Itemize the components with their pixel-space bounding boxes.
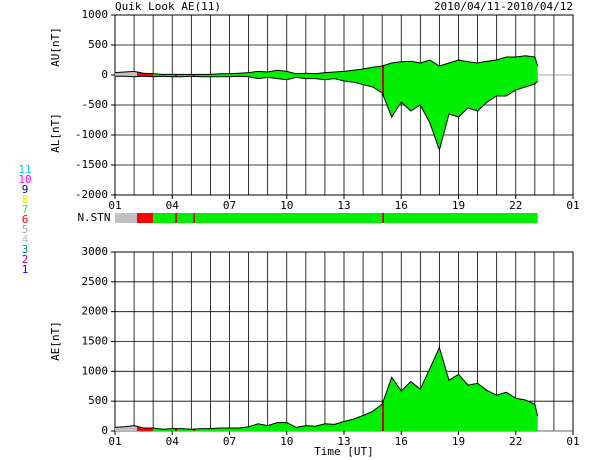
- station-segment: [384, 213, 538, 223]
- station-segment: [195, 213, 383, 223]
- x-tick-label: 16: [395, 435, 408, 448]
- legend-entry: 11: [18, 163, 31, 176]
- chart-title: Quik Look AE(11): [115, 0, 221, 13]
- legend-entry: 10: [18, 173, 31, 186]
- legend-entry: 4: [22, 233, 29, 246]
- y-axis-label: AL[nT]: [49, 113, 62, 153]
- y-tick-label: -1000: [75, 128, 108, 141]
- y-axis-label: AU[nT]: [49, 27, 62, 67]
- legend-entry: 9: [22, 183, 29, 196]
- x-tick-label: 01: [566, 435, 579, 448]
- x-tick-label: 22: [509, 435, 522, 448]
- y-tick-label: 1000: [82, 8, 109, 21]
- x-tick-label: 10: [280, 199, 293, 212]
- ae-area: [115, 347, 538, 431]
- strip-label: N.STN: [77, 211, 110, 224]
- y-tick-label: 2500: [82, 275, 109, 288]
- au-al-band: [115, 55, 538, 150]
- x-tick-label: 19: [452, 199, 465, 212]
- station-segment: [136, 213, 154, 223]
- y-axis-label: AE[nT]: [49, 321, 62, 361]
- station-segment: [175, 213, 178, 223]
- x-axis-label: Time [UT]: [314, 445, 374, 458]
- date-range: 2010/04/11-2010/04/12: [434, 0, 573, 13]
- station-segment: [193, 213, 196, 223]
- legend-entry: 8: [22, 193, 29, 206]
- y-tick-label: 500: [88, 394, 108, 407]
- legend-entry: 1: [22, 263, 29, 276]
- x-tick-label: 10: [280, 435, 293, 448]
- x-tick-label: 04: [166, 435, 180, 448]
- station-segment: [153, 213, 176, 223]
- legend-entry: 7: [22, 203, 29, 216]
- x-tick-label: 07: [223, 435, 236, 448]
- station-segment: [115, 213, 137, 223]
- x-tick-label: 01: [108, 199, 121, 212]
- y-tick-label: 0: [101, 68, 108, 81]
- x-tick-label: 13: [337, 199, 350, 212]
- x-tick-label: 13: [337, 435, 350, 448]
- y-tick-label: -500: [82, 98, 109, 111]
- x-tick-label: 01: [566, 199, 579, 212]
- station-segment: [382, 213, 385, 223]
- y-tick-label: 1500: [82, 335, 109, 348]
- y-tick-label: -2000: [75, 188, 108, 201]
- y-tick-label: 1000: [82, 364, 109, 377]
- legend-entry: 2: [22, 253, 29, 266]
- x-tick-label: 19: [452, 435, 465, 448]
- y-tick-label: 2000: [82, 305, 109, 318]
- y-tick-label: 0: [101, 424, 108, 437]
- series-line: [114, 55, 539, 75]
- series-line: [115, 75, 539, 152]
- legend-entry: 3: [22, 243, 29, 256]
- x-tick-label: 07: [223, 199, 236, 212]
- x-tick-label: 22: [509, 199, 522, 212]
- station-segment: [177, 213, 194, 223]
- y-tick-label: 3000: [82, 245, 109, 258]
- y-tick-label: 500: [88, 38, 108, 51]
- x-tick-label: 16: [395, 199, 408, 212]
- legend-entry: 6: [22, 213, 29, 226]
- legend-entry: 5: [22, 223, 29, 236]
- x-tick-label: 04: [166, 199, 180, 212]
- y-tick-label: -1500: [75, 158, 108, 171]
- series-line: [114, 346, 539, 430]
- x-tick-label: 01: [108, 435, 121, 448]
